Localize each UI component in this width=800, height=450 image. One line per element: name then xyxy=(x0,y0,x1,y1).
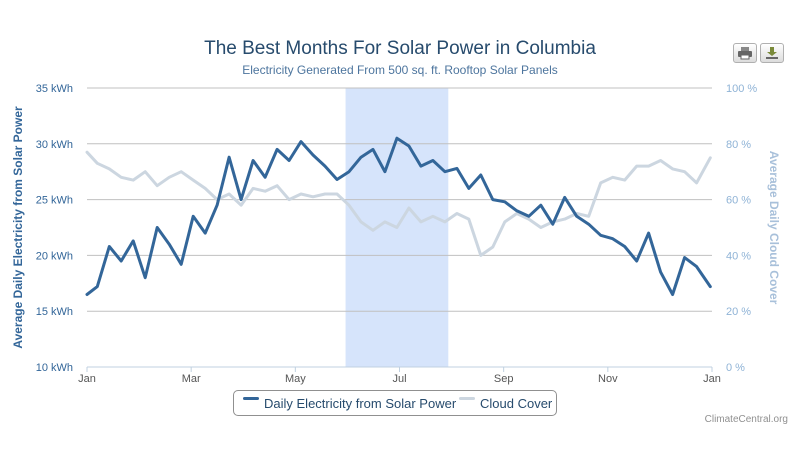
y-tick-label: 35 kWh xyxy=(36,83,73,95)
chart-title: The Best Months For Solar Power in Colum… xyxy=(204,38,596,59)
y-tick-label: 20 kWh xyxy=(36,250,73,262)
x-tick-label: Nov xyxy=(598,373,618,385)
x-tick-label: May xyxy=(285,373,306,385)
download-button[interactable] xyxy=(760,43,784,63)
y-tick-label: 10 kWh xyxy=(36,362,73,374)
legend-item-cloud-cover[interactable]: Cloud Cover xyxy=(480,396,553,411)
legend-item-electricity[interactable]: Daily Electricity from Solar Power xyxy=(264,396,457,411)
download-icon xyxy=(766,47,778,59)
cloud-cover-line xyxy=(85,150,712,257)
x-tick-label: Mar xyxy=(182,373,201,385)
y2-tick-label: 80 % xyxy=(726,139,751,151)
x-tick-label: Sep xyxy=(494,373,514,385)
electricity-line xyxy=(85,136,712,296)
y2-tick-label: 40 % xyxy=(726,250,751,262)
x-tick-label: Jan xyxy=(78,373,96,385)
y2-tick-label: 100 % xyxy=(726,83,757,95)
x-tick-label: Jan xyxy=(703,373,721,385)
y-tick-label: 25 kWh xyxy=(36,195,73,207)
printer-icon xyxy=(738,47,752,60)
chart-subtitle: Electricity Generated From 500 sq. ft. R… xyxy=(242,63,558,77)
y-tick-label: 30 kWh xyxy=(36,139,73,151)
y-tick-label: 15 kWh xyxy=(36,306,73,318)
legend: Daily Electricity from Solar Power Cloud… xyxy=(233,390,557,416)
y2-axis-title: Average Daily Cloud Cover xyxy=(767,151,781,305)
legend-cloud-swatch xyxy=(459,397,475,400)
x-tick-label: Jul xyxy=(392,373,406,385)
y2-tick-label: 20 % xyxy=(726,306,751,318)
y2-tick-label: 0 % xyxy=(726,362,745,374)
print-button[interactable] xyxy=(733,43,757,63)
legend-electricity-swatch xyxy=(243,397,259,400)
credit-link[interactable]: ClimateCentral.org xyxy=(704,414,788,425)
y-axis-title: Average Daily Electricity from Solar Pow… xyxy=(11,106,25,349)
y2-tick-label: 60 % xyxy=(726,195,751,207)
